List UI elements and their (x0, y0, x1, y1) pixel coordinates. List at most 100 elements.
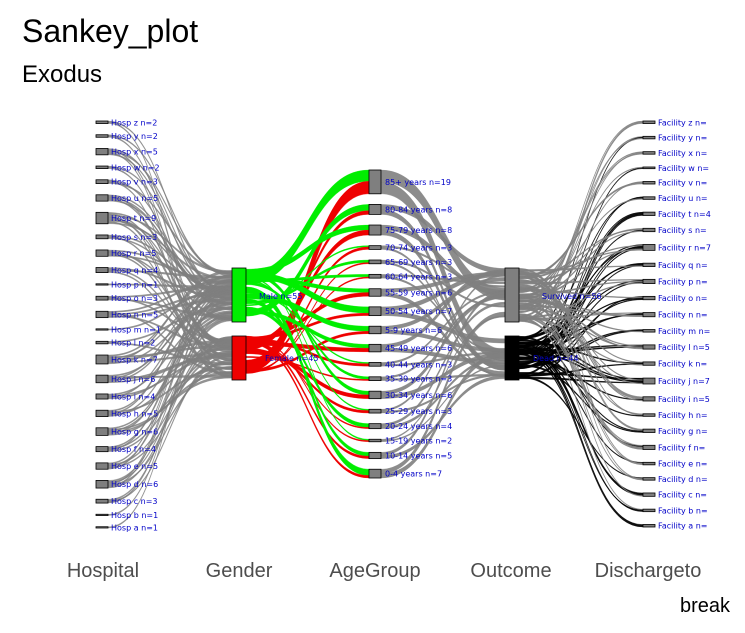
node-agegroup-85-years-n-19 (368, 169, 382, 195)
node-dischargeto-facility-q-n (642, 262, 656, 267)
flow-gender-age-male (245, 298, 370, 457)
label-dischargeto-facility-j-n-7: Facility j n=7 (658, 377, 710, 386)
label-hospital-hosp-r-n-5: Hosp r n=5 (111, 249, 156, 258)
label-dischargeto-facility-l-n-5: Facility l n=5 (658, 343, 710, 352)
label-dischargeto-facility-w-n: Facility w n= (658, 164, 709, 173)
node-hospital-hosp-s-n-3 (95, 234, 109, 240)
axis-label-hospital: Hospital (67, 560, 139, 582)
label-outcome-survived-n-56: Survived n=56 (542, 292, 602, 301)
label-agegroup-65-69-years-n-3: 65-69 years n=3 (385, 258, 452, 267)
node-hospital-hosp-t-n-9 (95, 211, 109, 225)
node-agegroup-15-19-years-n-2 (368, 438, 382, 443)
label-hospital-hosp-v-n-3: Hosp v n=3 (111, 178, 158, 187)
label-dischargeto-facility-h-n: Facility h n= (658, 411, 708, 420)
node-agegroup-0-4-years-n-7 (368, 468, 382, 479)
node-gender-male-n-55 (231, 267, 247, 323)
node-hospital-hosp-h-n-5 (95, 409, 109, 417)
label-outcome-dead-n-44: Dead n=44 (533, 354, 579, 363)
node-dischargeto-facility-y-n (642, 135, 656, 140)
node-dischargeto-facility-g-n (642, 428, 656, 433)
node-hospital-hosp-g-n-6 (95, 427, 109, 436)
label-dischargeto-facility-a-n: Facility a n= (658, 522, 707, 531)
label-agegroup-30-34-years-n-6: 30-34 years n=6 (385, 391, 452, 400)
label-agegroup-5-9-years-n-6: 5-9 years n=6 (385, 326, 442, 335)
label-agegroup-10-14-years-n-5: 10-14 years n=5 (385, 451, 452, 460)
label-hospital-hosp-h-n-5: Hosp h n=5 (111, 409, 158, 418)
node-agegroup-60-64-years-n-3 (368, 273, 382, 279)
label-hospital-hosp-b-n-1: Hosp b n=1 (111, 511, 158, 520)
label-hospital-hosp-c-n-3: Hosp c n=3 (111, 497, 158, 506)
node-agegroup-65-69-years-n-3 (368, 259, 382, 265)
node-hospital-hosp-f-n-4 (95, 446, 109, 453)
node-hospital-hosp-a-n-1 (95, 526, 109, 529)
label-hospital-hosp-m-n-1: Hosp m n=1 (111, 325, 161, 334)
label-hospital-hosp-p-n-1: Hosp p n=1 (111, 280, 158, 289)
node-gender-female-n-45 (231, 335, 247, 381)
node-agegroup-80-84-years-n-8 (368, 204, 382, 215)
label-hospital-hosp-o-n-3: Hosp o n=3 (111, 294, 158, 303)
axis-label-gender: Gender (206, 560, 273, 582)
node-dischargeto-facility-e-n (642, 461, 656, 466)
label-dischargeto-facility-f-n: Facility f n= (658, 443, 705, 452)
node-agegroup-55-59-years-n-6 (368, 288, 382, 297)
node-dischargeto-facility-i-n-5 (642, 396, 656, 402)
node-dischargeto-facility-s-n (642, 227, 656, 233)
node-dischargeto-facility-j-n-7 (642, 377, 656, 385)
label-dischargeto-facility-i-n-5: Facility i n=5 (658, 395, 710, 404)
flows (107, 120, 644, 529)
node-dischargeto-facility-k-n (642, 361, 656, 366)
node-dischargeto-facility-r-n-7 (642, 244, 656, 251)
label-hospital-hosp-w-n-2: Hosp w n=2 (111, 163, 160, 172)
label-agegroup-40-44-years-n-3: 40-44 years n=3 (385, 360, 452, 369)
node-hospital-hosp-c-n-3 (95, 498, 109, 504)
node-labels: Hosp z n=2 Hosp y n=2 Hosp x n=5 Hosp w n=2… (111, 118, 711, 532)
label-dischargeto-facility-v-n: Facility v n= (658, 179, 707, 188)
label-gender-male-n-55: Male n=55 (259, 292, 302, 301)
nodes (95, 120, 656, 529)
label-dischargeto-facility-t-n-4: Facility t n=4 (658, 210, 711, 219)
label-dischargeto-facility-r-n-7: Facility r n=7 (658, 243, 711, 252)
label-agegroup-25-29-years-n-3: 25-29 years n=3 (385, 407, 452, 416)
node-agegroup-35-39-years-n-3 (368, 376, 382, 381)
node-hospital-hosp-p-n-1 (95, 283, 109, 286)
node-agegroup-10-14-years-n-5 (368, 451, 382, 460)
node-dischargeto-facility-z-n (642, 120, 656, 124)
node-hospital-hosp-u-n-5 (95, 194, 109, 202)
node-hospital-hosp-b-n-1 (95, 513, 109, 516)
node-agegroup-50-54-years-n-7 (368, 306, 382, 317)
node-agegroup-45-49-years-n-6 (368, 343, 382, 353)
label-agegroup-55-59-years-n-6: 55-59 years n=6 (385, 288, 452, 297)
label-agegroup-70-74-years-n-3: 70-74 years n=3 (385, 244, 452, 253)
node-hospital-hosp-j-n-6 (95, 374, 109, 384)
label-agegroup-60-64-years-n-3: 60-64 years n=3 (385, 272, 452, 281)
label-hospital-hosp-a-n-1: Hosp a n=1 (111, 523, 158, 532)
label-hospital-hosp-l-n-2: Hosp l n=2 (111, 339, 155, 348)
node-dischargeto-facility-x-n (642, 151, 656, 155)
axis-label-agegroup: AgeGroup (329, 560, 420, 582)
label-agegroup-35-39-years-n-3: 35-39 years n=3 (385, 375, 452, 384)
node-outcome-dead-n-44 (504, 335, 520, 381)
label-dischargeto-facility-e-n: Facility e n= (658, 460, 708, 469)
node-agegroup-40-44-years-n-3 (368, 362, 382, 367)
label-agegroup-0-4-years-n-7: 0-4 years n=7 (385, 470, 442, 479)
label-hospital-hosp-i-n-4: Hosp i n=4 (111, 392, 155, 401)
node-dischargeto-facility-t-n-4 (642, 211, 656, 216)
node-hospital-hosp-e-n-5 (95, 462, 109, 470)
node-dischargeto-facility-v-n (642, 181, 656, 185)
node-dischargeto-facility-f-n (642, 444, 656, 450)
node-hospital-hosp-x-n-5 (95, 148, 109, 156)
chart-subtitle: Exodus (22, 61, 102, 88)
node-agegroup-30-34-years-n-6 (368, 390, 382, 400)
label-hospital-hosp-e-n-5: Hosp e n=5 (111, 462, 158, 471)
label-hospital-hosp-x-n-5: Hosp x n=5 (111, 148, 158, 157)
node-dischargeto-facility-l-n-5 (642, 344, 656, 350)
label-dischargeto-facility-o-n: Facility o n= (658, 294, 707, 303)
label-hospital-hosp-q-n-4: Hosp q n=4 (111, 266, 158, 275)
node-dischargeto-facility-p-n (642, 278, 656, 284)
label-agegroup-45-49-years-n-6: 45-49 years n=6 (385, 344, 452, 353)
label-agegroup-20-24-years-n-4: 20-24 years n=4 (385, 422, 452, 431)
node-agegroup-20-24-years-n-4 (368, 423, 382, 430)
label-hospital-hosp-k-n-7: Hosp k n=7 (111, 355, 158, 364)
